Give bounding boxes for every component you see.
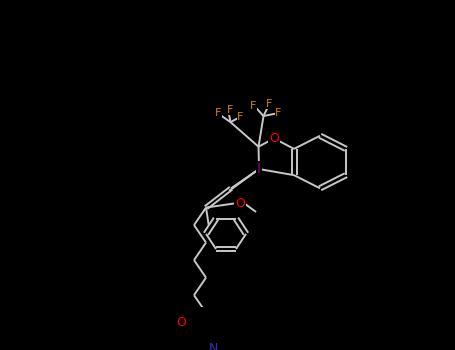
Text: O: O	[269, 132, 279, 145]
Text: F: F	[250, 100, 257, 111]
Text: F: F	[215, 108, 222, 118]
Text: F: F	[275, 108, 282, 118]
Text: F: F	[266, 99, 273, 109]
Text: O: O	[235, 197, 245, 210]
Text: I: I	[257, 162, 261, 176]
Text: N: N	[208, 342, 217, 350]
Text: F: F	[238, 112, 244, 122]
Text: O: O	[176, 316, 186, 329]
Text: F: F	[228, 105, 234, 115]
